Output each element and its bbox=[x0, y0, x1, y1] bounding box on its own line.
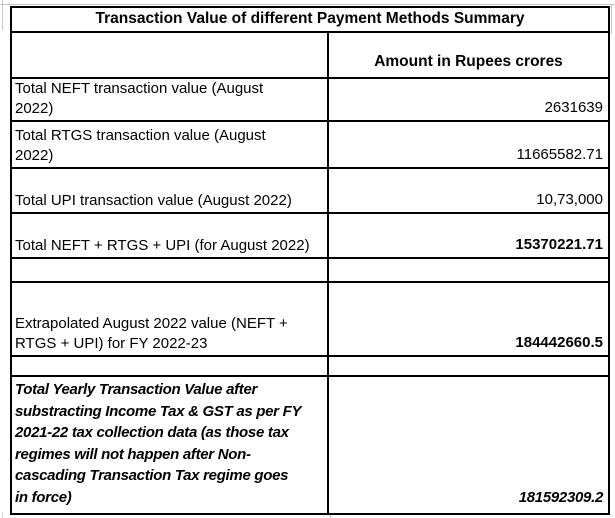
spacer-label-cell bbox=[10, 257, 329, 283]
row-total-neft-rtgs-upi: Total NEFT + RTGS + UPI (for August 2022… bbox=[10, 212, 610, 259]
gridline-left-stub bbox=[2, 0, 3, 30]
neft-label-cell: Total NEFT transaction value (August 202… bbox=[10, 77, 329, 122]
spacer-label-cell bbox=[10, 355, 329, 377]
upi-value-cell: 10,73,000 bbox=[327, 167, 610, 214]
row-neft: Total NEFT transaction value (August 202… bbox=[10, 77, 610, 122]
title-row: Transaction Value of different Payment M… bbox=[10, 6, 610, 33]
row-yearly-after-tax: Total Yearly Transaction Value after sub… bbox=[10, 375, 610, 515]
spacer-value-cell bbox=[327, 355, 610, 377]
gridline-top bbox=[0, 4, 615, 5]
spacer-row bbox=[10, 257, 610, 283]
upi-label-cell: Total UPI transaction value (August 2022… bbox=[10, 167, 329, 214]
payment-summary-table: Transaction Value of different Payment M… bbox=[10, 6, 610, 515]
gridline-bottom-left-stub bbox=[2, 512, 3, 518]
gridline-bottom-divider-stub bbox=[330, 512, 331, 518]
row-upi: Total UPI transaction value (August 2022… bbox=[10, 167, 610, 214]
total-value-cell: 15370221.71 bbox=[327, 212, 610, 259]
header-row: Amount in Rupees crores bbox=[10, 31, 610, 79]
total-label-cell: Total NEFT + RTGS + UPI (for August 2022… bbox=[10, 212, 329, 259]
rtgs-label-cell: Total RTGS transaction value (August 202… bbox=[10, 120, 329, 169]
row-extrapolated: Extrapolated August 2022 value (NEFT + R… bbox=[10, 281, 610, 357]
yearly-value-cell: 181592309.2 bbox=[327, 375, 610, 515]
amount-column-header: Amount in Rupees crores bbox=[327, 31, 610, 79]
header-empty-cell bbox=[10, 31, 329, 79]
spacer-row bbox=[10, 355, 610, 377]
spacer-value-cell bbox=[327, 257, 610, 283]
yearly-label-cell: Total Yearly Transaction Value after sub… bbox=[10, 375, 329, 515]
extrapolated-label-cell: Extrapolated August 2022 value (NEFT + R… bbox=[10, 281, 329, 357]
extrapolated-value-cell: 184442660.5 bbox=[327, 281, 610, 357]
gridline-right-stub bbox=[611, 4, 612, 34]
rtgs-value-cell: 11665582.71 bbox=[327, 120, 610, 169]
neft-value-cell: 2631639 bbox=[327, 77, 610, 122]
row-rtgs: Total RTGS transaction value (August 202… bbox=[10, 120, 610, 169]
table-title: Transaction Value of different Payment M… bbox=[10, 6, 610, 33]
